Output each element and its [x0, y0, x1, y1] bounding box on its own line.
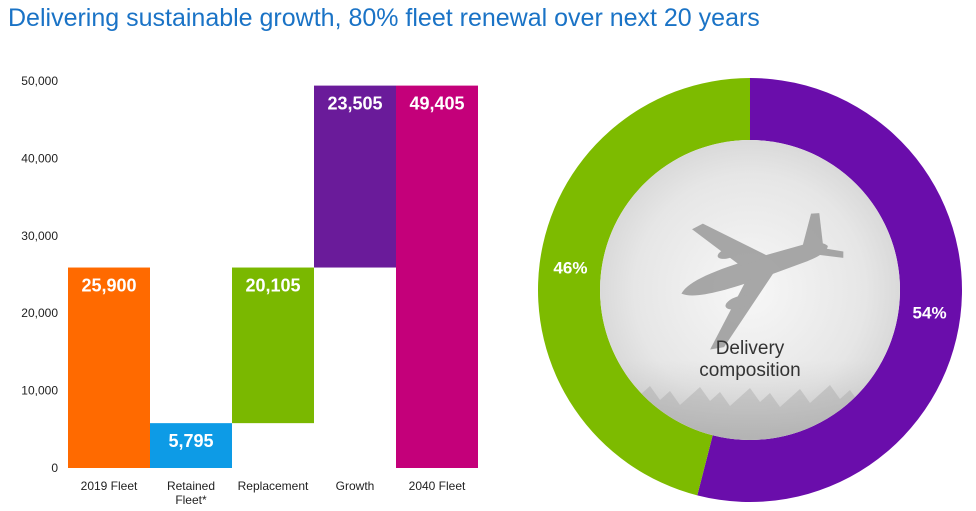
data-label: 49,405: [409, 94, 464, 114]
y-tick-label: 40,000: [21, 151, 58, 165]
donut-slice: [697, 78, 962, 502]
bar: [396, 85, 478, 469]
data-label: 23,505: [327, 94, 382, 114]
airplane-icon: [681, 213, 844, 350]
x-category-label: Growth: [336, 479, 375, 493]
x-category-label: Replacement: [238, 479, 309, 493]
y-tick-label: 0: [51, 461, 58, 475]
x-category-label: 2040 Fleet: [409, 479, 466, 493]
x-category-label: 2019 Fleet: [81, 479, 138, 493]
bar: [232, 267, 314, 424]
x-category-label: Fleet*: [175, 493, 207, 507]
waterfall-chart: 0 10,000 20,000 30,000 40,000 50,000 25,900 201…: [21, 74, 478, 507]
data-label: 25,900: [81, 276, 136, 296]
y-tick-label: 30,000: [21, 229, 58, 243]
data-label: 20,105: [245, 276, 300, 296]
bar: [150, 423, 232, 468]
center-label: composition: [699, 360, 800, 381]
donut-slice: [537, 77, 750, 496]
slice-label: 46%: [553, 258, 587, 277]
y-tick-label: 10,000: [21, 384, 58, 398]
bar: [314, 85, 396, 268]
x-category-label: Retained: [167, 479, 215, 493]
chart-title: Delivering sustainable growth, 80% fleet…: [8, 4, 760, 32]
data-label: 5,795: [168, 431, 213, 451]
bar: [68, 267, 150, 468]
center-label: Delivery: [716, 338, 785, 359]
y-tick-label: 20,000: [21, 306, 58, 320]
slice-label: 54%: [913, 304, 947, 323]
y-tick-label: 50,000: [21, 74, 58, 88]
